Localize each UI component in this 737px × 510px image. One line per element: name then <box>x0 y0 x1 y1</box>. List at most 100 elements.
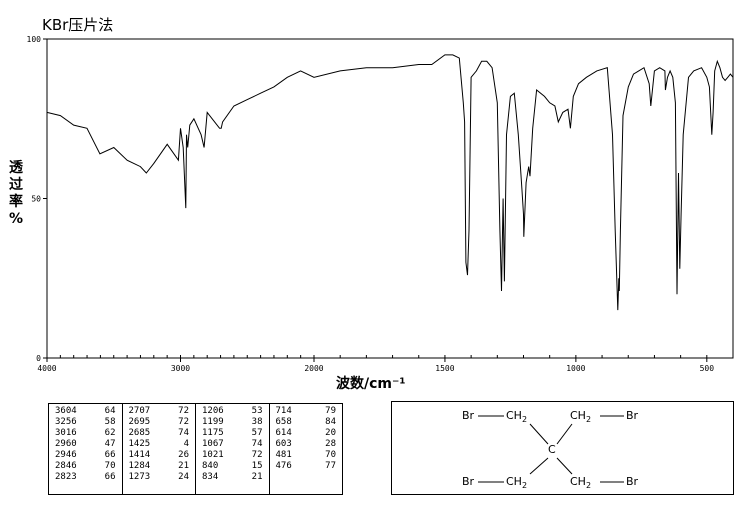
peak-table-column: 3604 64 3256 58 3016 62 2960 47 2946 66 2846 70 2823… <box>49 404 123 494</box>
bromine-label: Br <box>462 475 475 488</box>
transmittance-series-line <box>46 54 734 311</box>
peak-wavenumber: 3604 <box>55 406 77 416</box>
peak-wavenumber: 614 <box>275 428 292 438</box>
y-label-char: 透 <box>9 160 23 176</box>
peak-wavenumber: 3016 <box>55 428 77 438</box>
peak-table-row: 603 28 <box>276 439 337 450</box>
x-tick-label: 1000 <box>566 364 585 373</box>
peak-wavenumber: 2695 <box>128 417 151 427</box>
structure-diagram: Br CH2 CH2 Br C Br CH2 CH2 Br <box>391 401 734 495</box>
methylene-subscript: 2 <box>521 481 528 491</box>
peak-table-row: 3016 62 <box>55 428 116 439</box>
peak-table-column: 714 79 658 84 614 20 603 28 481 70 476 77 <box>270 404 343 494</box>
bond-line <box>529 423 549 445</box>
peak-transmittance: 74 <box>251 439 263 449</box>
peak-transmittance: 15 <box>251 461 263 471</box>
peak-wavenumber: 2946 <box>55 450 77 460</box>
peak-table-row: 476 77 <box>276 461 337 472</box>
peak-transmittance: 72 <box>178 406 189 416</box>
x-tick-label: 1500 <box>435 364 454 373</box>
peak-wavenumber: 1414 <box>128 450 151 460</box>
peak-table-row: 3256 58 <box>55 417 116 428</box>
peak-transmittance: 28 <box>325 439 336 449</box>
peak-wavenumber: 1273 <box>128 472 151 482</box>
methylene-label: CH2 <box>570 409 591 424</box>
peak-transmittance: 70 <box>325 450 336 460</box>
peak-table-row: 1273 24 <box>129 472 190 483</box>
ir-spectrum-chart: 0 50 100 4000 3000 2000 1500 1000 500 <box>27 35 734 373</box>
peak-transmittance: 77 <box>325 461 336 471</box>
peak-wavenumber: 1206 <box>202 406 224 416</box>
x-axis-label: 波数/cm⁻¹ <box>336 376 406 392</box>
peak-transmittance: 70 <box>104 461 116 471</box>
peak-transmittance: 21 <box>251 472 263 482</box>
peak-wavenumber: 476 <box>275 461 292 471</box>
peak-wavenumber: 834 <box>202 472 219 482</box>
methylene-subscript: 2 <box>521 415 528 425</box>
peak-transmittance: 66 <box>104 472 116 482</box>
methylene-subscript: 2 <box>585 481 592 491</box>
peak-table-row: 1021 72 <box>202 450 263 461</box>
peak-wavenumber: 1284 <box>128 461 151 471</box>
x-tick-label: 500 <box>700 364 715 373</box>
peak-table-column: 1206 53 1199 38 1175 57 1067 74 1021 72 840 15 834 21 <box>196 404 270 494</box>
peak-table-row: 2685 74 <box>129 428 190 439</box>
peak-table-row: 2846 70 <box>55 461 116 472</box>
peak-transmittance: 84 <box>325 417 336 427</box>
bond-line <box>556 457 573 475</box>
methylene-label: CH2 <box>570 475 591 490</box>
peak-transmittance: 53 <box>251 406 263 416</box>
y-label-char: 过 <box>9 177 23 193</box>
peak-transmittance: 66 <box>104 450 116 460</box>
y-axis-ticks: 0 50 100 <box>27 35 47 363</box>
peak-transmittance: 72 <box>251 450 263 460</box>
peak-transmittance: 24 <box>178 472 189 482</box>
peak-table-row: 1414 26 <box>129 450 190 461</box>
chart-title: KBr压片法 <box>42 16 114 34</box>
peak-wavenumber: 1175 <box>202 428 224 438</box>
bromine-label: Br <box>462 409 475 422</box>
peak-transmittance: 57 <box>251 428 263 438</box>
peak-wavenumber: 2823 <box>55 472 77 482</box>
methylene-text: CH <box>506 409 522 422</box>
peak-wavenumber: 603 <box>275 439 292 449</box>
methylene-text: CH <box>570 475 586 488</box>
peak-table-row: 2707 72 <box>129 406 190 417</box>
bromine-label: Br <box>626 475 639 488</box>
peak-transmittance: 38 <box>251 417 263 427</box>
peak-transmittance: 21 <box>178 461 189 471</box>
methylene-label: CH2 <box>506 475 527 490</box>
peak-table-row: 1206 53 <box>202 406 263 417</box>
x-tick-label: 4000 <box>37 364 56 373</box>
y-axis-label: 透 过 率 % <box>6 160 26 228</box>
plot-frame <box>46 38 734 359</box>
carbon-label: C <box>548 443 556 456</box>
peak-table: 3604 64 3256 58 3016 62 2960 47 2946 66 2846 70 2823… <box>48 403 343 495</box>
peak-transmittance: 4 <box>183 439 189 449</box>
bond-line <box>529 457 549 475</box>
peak-wavenumber: 2846 <box>55 461 77 471</box>
peak-wavenumber: 2960 <box>55 439 77 449</box>
x-axis-ticks: 4000 3000 2000 1500 1000 500 <box>37 355 734 373</box>
peak-transmittance: 79 <box>325 406 336 416</box>
peak-wavenumber: 714 <box>275 406 292 416</box>
peak-transmittance: 58 <box>104 417 116 427</box>
peak-table-row: 714 79 <box>276 406 337 417</box>
peak-table-row: 840 15 <box>202 461 263 472</box>
peak-table-row: 481 70 <box>276 450 337 461</box>
peak-table-row: 1175 57 <box>202 428 263 439</box>
peak-transmittance: 20 <box>325 428 336 438</box>
y-tick-label: 50 <box>31 195 41 204</box>
peak-table-column: 2707 72 2695 72 2685 74 1425 4 1414 26 1284 21 1273 2… <box>123 404 196 494</box>
peak-table-row: 2960 47 <box>55 439 116 450</box>
peak-transmittance: 72 <box>178 417 189 427</box>
methylene-text: CH <box>506 475 522 488</box>
peak-wavenumber: 1199 <box>202 417 224 427</box>
peak-wavenumber: 1021 <box>202 450 224 460</box>
peak-table-row: 2823 66 <box>55 472 116 483</box>
peak-table-row: 1425 4 <box>129 439 190 450</box>
peak-table-row: 2946 66 <box>55 450 116 461</box>
bond-line <box>556 423 573 445</box>
peak-wavenumber: 481 <box>275 450 292 460</box>
peak-table-row: 1284 21 <box>129 461 190 472</box>
